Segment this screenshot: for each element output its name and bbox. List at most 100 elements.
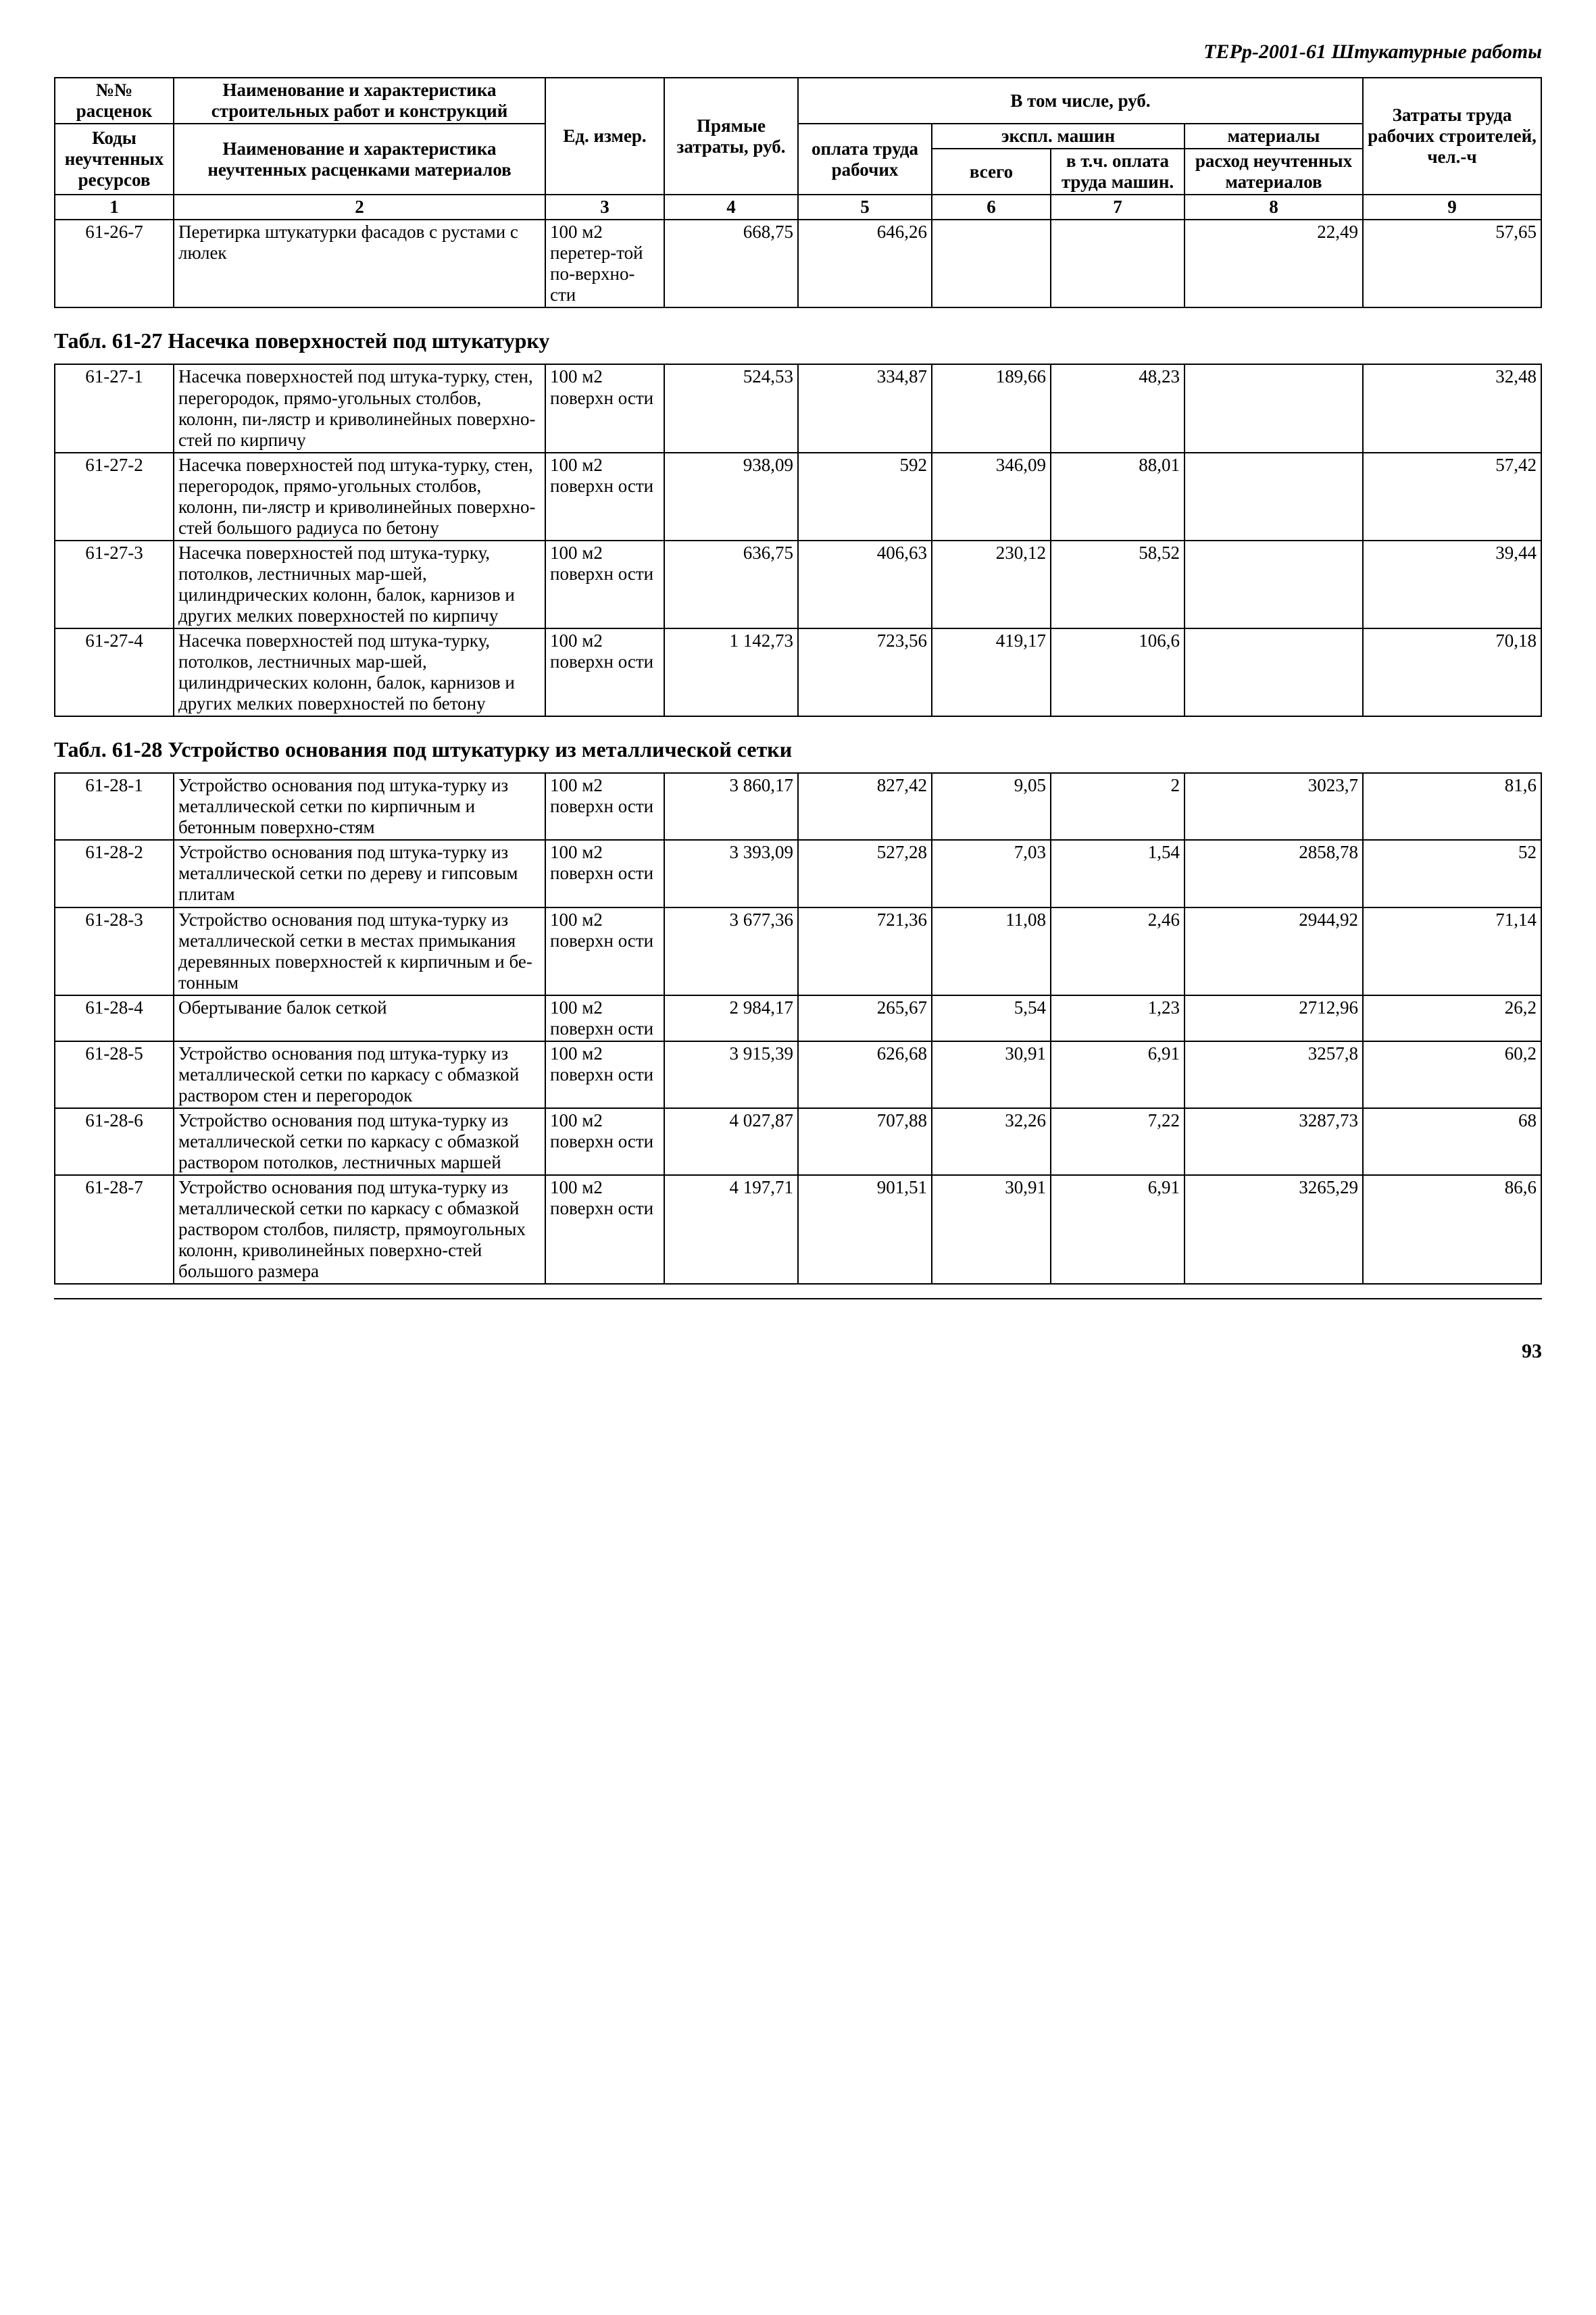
cell-c4: 938,09 — [664, 453, 798, 541]
footer-divider — [54, 1298, 1542, 1299]
cell-c7: 2,46 — [1051, 907, 1184, 995]
cell-unit: 100 м2 поверхн ости — [545, 364, 664, 452]
cell-c8 — [1184, 541, 1363, 628]
cell-c5: 901,51 — [798, 1175, 932, 1284]
cell-c6: 7,03 — [932, 840, 1051, 907]
hdr-unit: Ед. измер. — [545, 78, 664, 195]
colnum: 6 — [932, 195, 1051, 220]
table-row: 61-27-3Насечка поверхностей под штука-ту… — [55, 541, 1541, 628]
hdr-incl-pay: в т.ч. оплата труда машин. — [1051, 149, 1184, 195]
cell-c8 — [1184, 453, 1363, 541]
cell-code: 61-28-2 — [55, 840, 174, 907]
cell-c5: 626,68 — [798, 1041, 932, 1108]
cell-c9: 57,65 — [1363, 220, 1541, 307]
cell-c6: 5,54 — [932, 995, 1051, 1041]
colnum: 5 — [798, 195, 932, 220]
cell-c8: 22,49 — [1184, 220, 1363, 307]
cell-c7: 1,54 — [1051, 840, 1184, 907]
hdr-machines: экспл. машин — [932, 124, 1184, 149]
cell-c6: 30,91 — [932, 1175, 1051, 1284]
cell-c9: 52 — [1363, 840, 1541, 907]
table-row: 61-28-3Устройство основания под штука-ту… — [55, 907, 1541, 995]
hdr-materials: материалы — [1184, 124, 1363, 149]
cell-name: Обертывание балок сеткой — [174, 995, 545, 1041]
cell-c5: 527,28 — [798, 840, 932, 907]
cell-c9: 57,42 — [1363, 453, 1541, 541]
cell-c6: 230,12 — [932, 541, 1051, 628]
cell-c9: 60,2 — [1363, 1041, 1541, 1108]
cell-c6: 419,17 — [932, 628, 1051, 716]
cell-name: Насечка поверхностей под штука-турку, ст… — [174, 364, 545, 452]
hdr-code: №№ расценок — [55, 78, 174, 124]
cell-code: 61-27-1 — [55, 364, 174, 452]
cell-code: 61-28-4 — [55, 995, 174, 1041]
cell-c4: 3 915,39 — [664, 1041, 798, 1108]
cell-c6: 189,66 — [932, 364, 1051, 452]
cell-name: Насечка поверхностей под штука-турку, по… — [174, 541, 545, 628]
hdr-pay: оплата труда рабочих — [798, 124, 932, 195]
cell-c9: 70,18 — [1363, 628, 1541, 716]
cell-c8: 3287,73 — [1184, 1108, 1363, 1175]
cell-c8 — [1184, 364, 1363, 452]
cell-name: Перетирка штукатурки фасадов с рустами с… — [174, 220, 545, 307]
cell-code: 61-28-5 — [55, 1041, 174, 1108]
table-row: 61-28-5Устройство основания под штука-ту… — [55, 1041, 1541, 1108]
table-28: 61-28-1Устройство основания под штука-ту… — [54, 772, 1542, 1285]
cell-code: 61-26-7 — [55, 220, 174, 307]
table-row: 61-27-2Насечка поверхностей под штука-ту… — [55, 453, 1541, 541]
cell-unit: 100 м2 поверхн ости — [545, 453, 664, 541]
cell-c9: 26,2 — [1363, 995, 1541, 1041]
cell-name: Насечка поверхностей под штука-турку, по… — [174, 628, 545, 716]
cell-code: 61-28-3 — [55, 907, 174, 995]
cell-unit: 100 м2 поверхн ости — [545, 541, 664, 628]
table-row: 61-27-1Насечка поверхностей под штука-ту… — [55, 364, 1541, 452]
hdr-including: В том числе, руб. — [798, 78, 1363, 124]
colnum: 7 — [1051, 195, 1184, 220]
cell-c8 — [1184, 628, 1363, 716]
cell-c4: 4 027,87 — [664, 1108, 798, 1175]
cell-c7: 106,6 — [1051, 628, 1184, 716]
cell-unit: 100 м2 поверхн ости — [545, 907, 664, 995]
cell-unit: 100 м2 поверхн ости — [545, 773, 664, 840]
table-row: 61-27-4Насечка поверхностей под штука-ту… — [55, 628, 1541, 716]
cell-c8: 3023,7 — [1184, 773, 1363, 840]
cell-c5: 406,63 — [798, 541, 932, 628]
cell-code: 61-27-2 — [55, 453, 174, 541]
cell-unit: 100 м2 поверхн ости — [545, 840, 664, 907]
cell-c6 — [932, 220, 1051, 307]
colnum: 2 — [174, 195, 545, 220]
cell-c7 — [1051, 220, 1184, 307]
cell-c9: 81,6 — [1363, 773, 1541, 840]
colnum: 8 — [1184, 195, 1363, 220]
cell-c5: 334,87 — [798, 364, 932, 452]
hdr-total: всего — [932, 149, 1051, 195]
cell-c8: 3265,29 — [1184, 1175, 1363, 1284]
cell-c9: 86,6 — [1363, 1175, 1541, 1284]
table-row: 61-26-7 Перетирка штукатурки фасадов с р… — [55, 220, 1541, 307]
cell-c5: 707,88 — [798, 1108, 932, 1175]
cell-c8: 3257,8 — [1184, 1041, 1363, 1108]
section-title-28: Табл. 61-28 Устройство основания под шту… — [54, 737, 1542, 762]
cell-c4: 4 197,71 — [664, 1175, 798, 1284]
hdr-codes2: Коды неучтенных ресурсов — [55, 124, 174, 195]
cell-unit: 100 м2 поверхн ости — [545, 1175, 664, 1284]
section-title-27: Табл. 61-27 Насечка поверхностей под шту… — [54, 328, 1542, 353]
table-row: 61-28-6Устройство основания под штука-ту… — [55, 1108, 1541, 1175]
cell-code: 61-28-7 — [55, 1175, 174, 1284]
cell-name: Насечка поверхностей под штука-турку, ст… — [174, 453, 545, 541]
cell-c6: 32,26 — [932, 1108, 1051, 1175]
colnum: 3 — [545, 195, 664, 220]
cell-c5: 592 — [798, 453, 932, 541]
cell-code: 61-27-4 — [55, 628, 174, 716]
cell-c7: 2 — [1051, 773, 1184, 840]
cell-c7: 7,22 — [1051, 1108, 1184, 1175]
cell-name: Устройство основания под штука-турку из … — [174, 1108, 545, 1175]
hdr-name: Наименование и характеристика строительн… — [174, 78, 545, 124]
table-row: 61-28-4Обертывание балок сеткой100 м2 по… — [55, 995, 1541, 1041]
cell-c4: 3 677,36 — [664, 907, 798, 995]
cell-unit: 100 м2 перетер-той по-верхно-сти — [545, 220, 664, 307]
table-row: 61-28-7Устройство основания под штука-ту… — [55, 1175, 1541, 1284]
cell-name: Устройство основания под штука-турку из … — [174, 1175, 545, 1284]
hdr-direct: Прямые затраты, руб. — [664, 78, 798, 195]
cell-unit: 100 м2 поверхн ости — [545, 995, 664, 1041]
